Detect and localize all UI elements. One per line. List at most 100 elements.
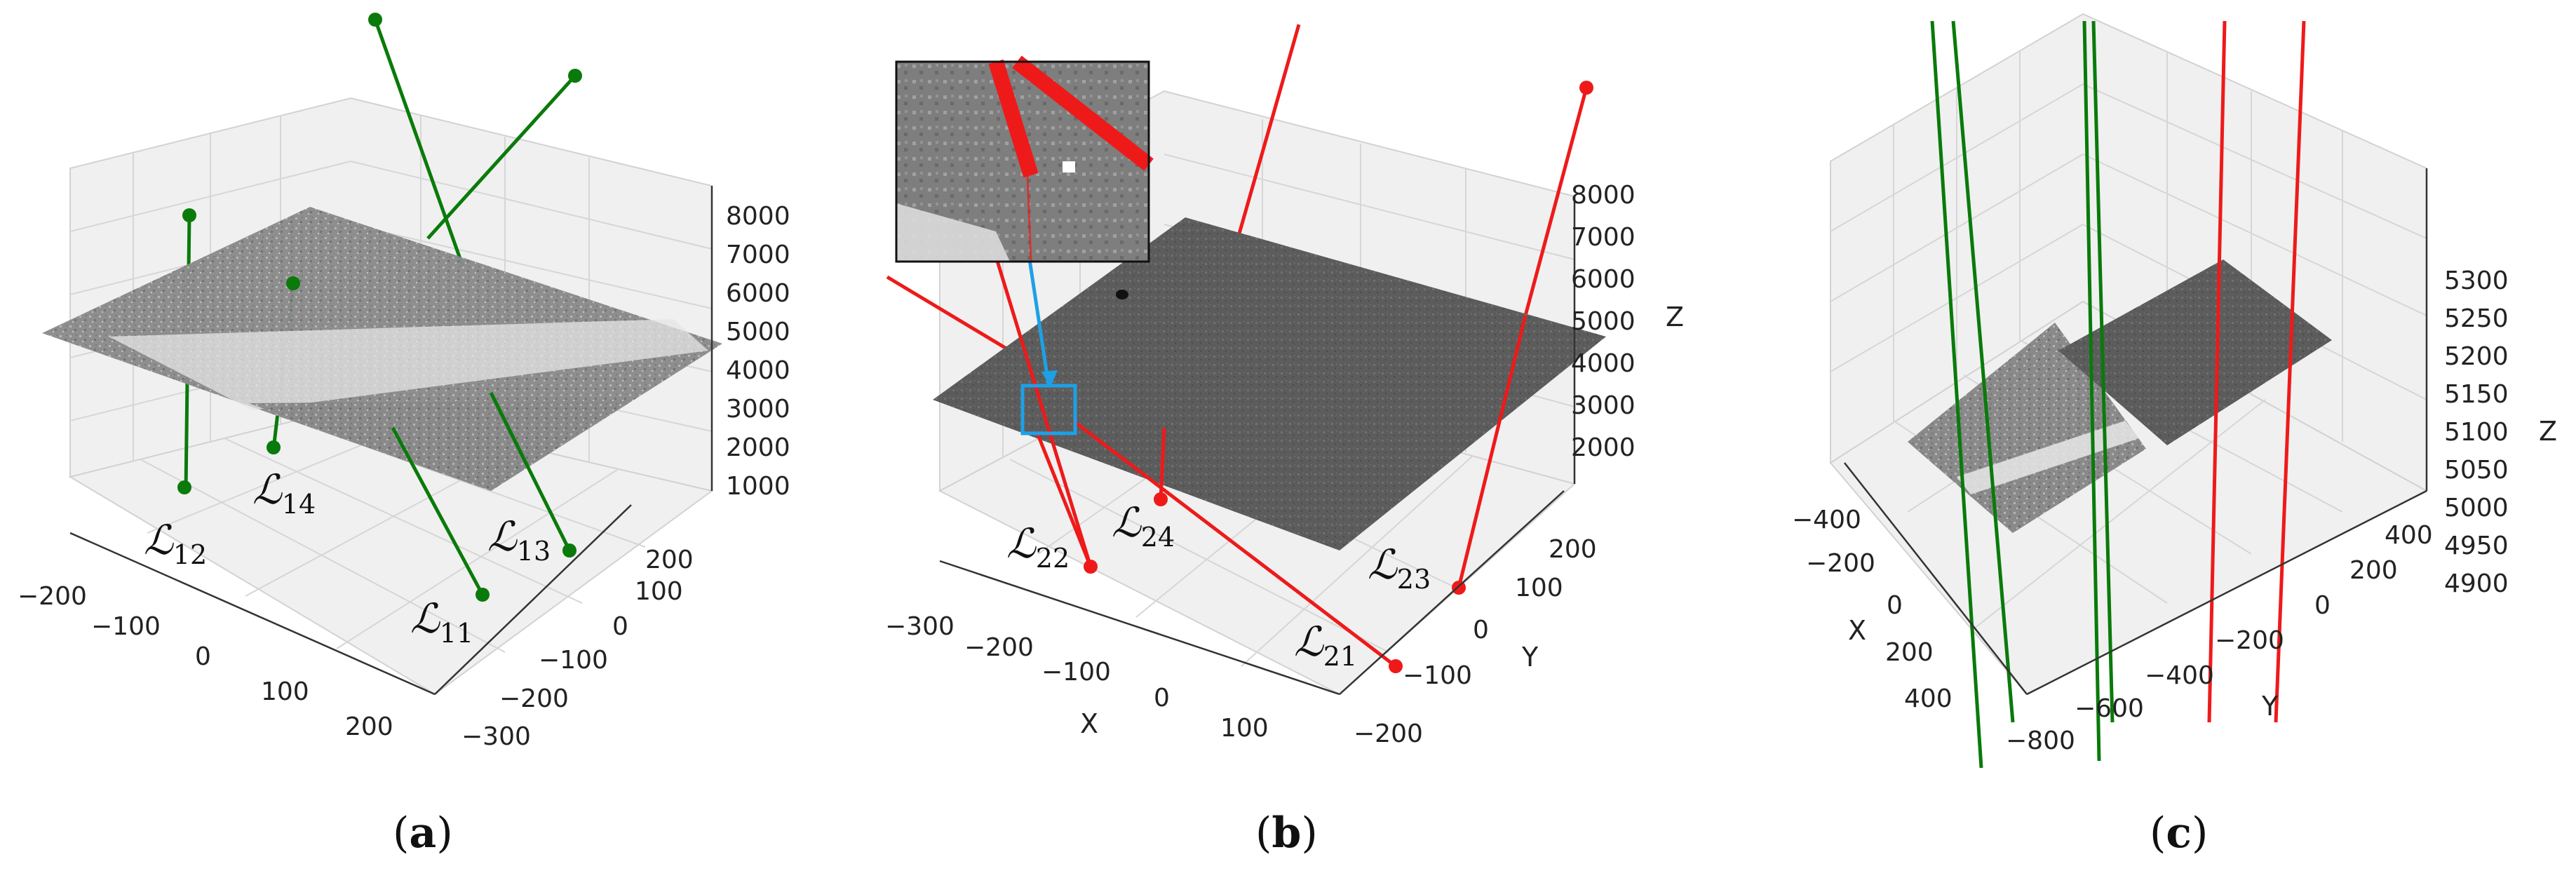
y-tick: −100 xyxy=(1403,661,1472,690)
green-line xyxy=(2091,20,2115,723)
panel-b-dark-spot xyxy=(1116,290,1128,299)
green-line xyxy=(2082,20,2101,762)
endpoint xyxy=(1154,492,1168,506)
line-label-l13: ℒ13 xyxy=(487,513,551,567)
panel-c-z-ticks: 5300 5250 5200 5150 5100 5050 5000 4950 … xyxy=(2444,266,2557,598)
panel-c-y-ticks: −800 −600 −400 −200 0 200 400 Y xyxy=(2006,521,2433,755)
line-l21-lower xyxy=(1072,419,1397,668)
x-tick: 200 xyxy=(1885,638,1934,667)
z-tick: 5250 xyxy=(2444,304,2509,333)
panel-b-y-axis xyxy=(1339,490,1565,695)
z-tick: 7000 xyxy=(1571,223,1636,252)
y-tick: 400 xyxy=(2385,521,2433,550)
panel-a-y-ticks: −300 −200 −100 0 100 200 xyxy=(461,546,694,751)
z-tick: 2000 xyxy=(726,433,790,462)
line-l23-upper xyxy=(1523,87,1589,316)
z-tick: 3000 xyxy=(1571,391,1636,420)
panel-b-x-axis xyxy=(939,560,1340,696)
panel-c-z-label: Z xyxy=(2539,416,2557,447)
z-tick: 6000 xyxy=(1571,265,1636,294)
y-tick: −600 xyxy=(2075,694,2144,723)
line-l13-upper xyxy=(373,19,465,267)
x-tick: −100 xyxy=(91,612,161,641)
panel-b-inset xyxy=(895,55,1154,263)
endpoint xyxy=(177,480,191,494)
endpoint xyxy=(562,543,576,558)
y-tick: −200 xyxy=(2215,626,2284,655)
line-l22-upper xyxy=(980,210,1093,567)
endpoint xyxy=(286,276,300,290)
z-tick: 5100 xyxy=(2444,418,2509,447)
line-label-l21: ℒ21 xyxy=(1294,618,1357,672)
line-l24-lower xyxy=(1159,427,1166,500)
panel-a-bright-band xyxy=(109,319,708,410)
panel-b: 8000 7000 6000 5000 4000 3000 2000 Z −30… xyxy=(885,24,1684,858)
panel-b-highlight-box xyxy=(1020,384,1077,435)
z-tick: 1000 xyxy=(726,472,790,501)
x-tick: −200 xyxy=(18,582,87,611)
panel-b-line-labels: ℒ22 ℒ24 ℒ23 ℒ21 xyxy=(1006,499,1431,672)
x-tick: −400 xyxy=(1792,506,1861,534)
z-tick: 5000 xyxy=(726,318,790,346)
z-tick: 5000 xyxy=(2444,494,2509,522)
x-tick: 100 xyxy=(261,677,309,706)
y-tick: 100 xyxy=(1515,574,1563,602)
panel-c-green-lines xyxy=(1930,20,2115,769)
z-tick: 3000 xyxy=(726,395,790,424)
panel-c-image-plane-dark xyxy=(2058,259,2332,445)
z-tick: 4900 xyxy=(2444,569,2509,598)
line-l11-lower xyxy=(391,426,485,596)
panel-a-line-labels: ℒ12 ℒ14 ℒ13 ℒ11 xyxy=(144,466,551,649)
z-tick: 4000 xyxy=(1571,349,1636,378)
panel-b-image-plane xyxy=(933,217,1606,550)
endpoint xyxy=(267,440,281,454)
inset-line xyxy=(988,59,1039,178)
panel-c-x-label: X xyxy=(1848,615,1866,646)
panel-b-x-label: X xyxy=(1080,708,1098,739)
z-tick: 5150 xyxy=(2444,380,2509,409)
y-tick: 100 xyxy=(635,577,683,606)
y-tick: 0 xyxy=(2314,591,2331,620)
panel-b-y-ticks: 200 100 0 −100 −200 Y xyxy=(1354,535,1597,748)
green-line xyxy=(1951,20,2015,723)
green-line xyxy=(1930,20,1983,769)
panel-c-y-axis xyxy=(2026,489,2427,696)
y-tick: −800 xyxy=(2006,727,2075,755)
line-label-l14: ℒ14 xyxy=(252,466,316,520)
panel-c-x-ticks: −400 −200 0 200 400 X xyxy=(1792,506,1953,713)
x-tick: 0 xyxy=(1154,684,1170,712)
endpoint xyxy=(568,69,582,83)
panel-a-x-axis xyxy=(69,532,436,696)
endpoint xyxy=(476,588,490,602)
z-tick: 4000 xyxy=(726,356,790,385)
z-tick: 8000 xyxy=(726,202,790,231)
panel-b-zoom-arrow xyxy=(1027,259,1051,385)
panel-b-arrow-head xyxy=(1041,370,1058,387)
x-tick: −100 xyxy=(1041,658,1111,687)
panel-b-z-ticks: 8000 7000 6000 5000 4000 3000 2000 Z xyxy=(1571,181,1684,462)
panel-a-z-ticks: 8000 7000 6000 5000 4000 3000 2000 1000 xyxy=(726,202,790,501)
red-line xyxy=(2207,20,2227,723)
x-tick: 100 xyxy=(1220,714,1269,743)
x-tick: −300 xyxy=(885,612,955,641)
x-tick: 0 xyxy=(195,642,211,671)
panel-b-z-label: Z xyxy=(1666,302,1684,332)
line-l22-lower xyxy=(1036,434,1093,567)
z-tick: 7000 xyxy=(726,241,790,269)
panel-c-caption: (c) xyxy=(2150,809,2208,858)
x-tick: −200 xyxy=(1806,549,1875,578)
line-l24-upper xyxy=(1236,24,1301,239)
red-line xyxy=(2274,20,2306,723)
y-tick: −100 xyxy=(539,646,608,675)
line-label-l22: ℒ22 xyxy=(1006,520,1070,574)
panel-a-lower-plane xyxy=(249,400,631,491)
z-tick: 5300 xyxy=(2444,266,2509,295)
line-label-l23: ℒ23 xyxy=(1368,541,1431,595)
line-label-l24: ℒ24 xyxy=(1112,499,1175,553)
inset-line xyxy=(1012,55,1154,171)
z-tick: 2000 xyxy=(1571,433,1636,462)
y-tick: 200 xyxy=(1549,535,1597,564)
y-tick: 0 xyxy=(612,612,628,641)
panel-c-x-axis xyxy=(1844,462,2028,695)
